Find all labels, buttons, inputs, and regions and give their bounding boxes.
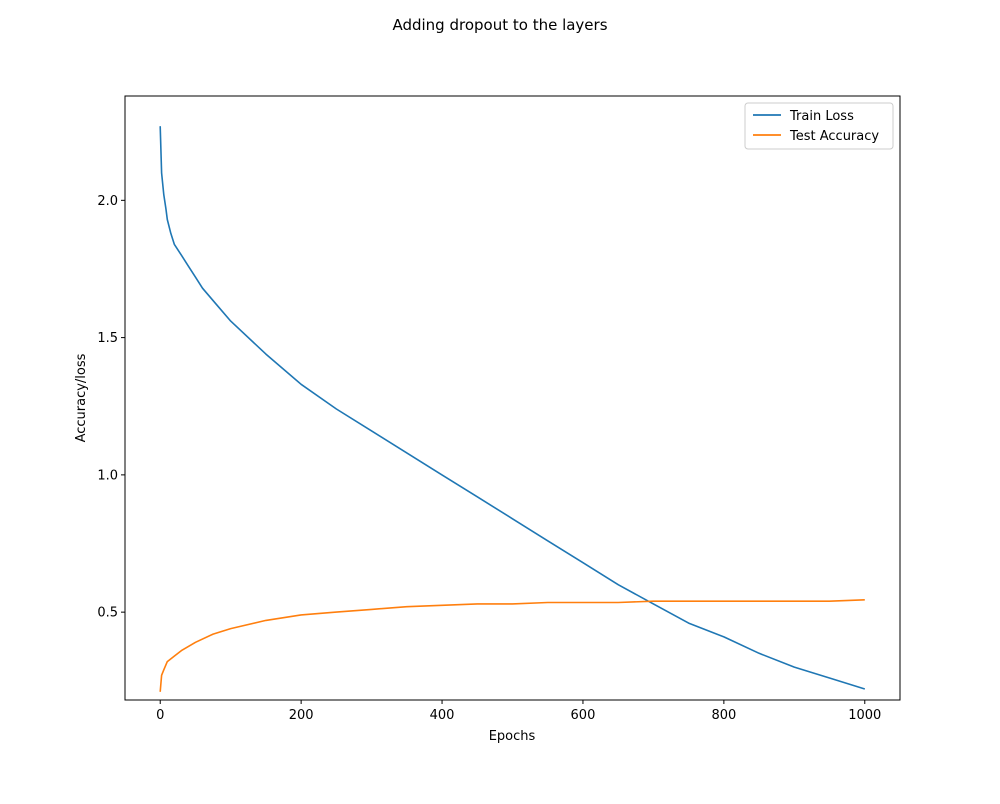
series-line-train-loss: [159, 126, 866, 690]
y-axis-label: Accuracy/loss: [74, 353, 89, 442]
x-axis-label: Epochs: [489, 729, 536, 744]
legend-label: Train Loss: [789, 109, 854, 124]
x-tick-label: 200: [289, 708, 314, 723]
x-tick-label: 400: [430, 708, 455, 723]
y-tick-label: 1.5: [97, 331, 118, 346]
x-axis: 0 200 400 600 800 1000: [156, 700, 881, 723]
plot-frame: [124, 95, 901, 701]
legend-label: Test Accuracy: [789, 129, 879, 144]
y-axis: 0.5 1.0 1.5 2.0: [97, 194, 125, 621]
y-tick-label: 0.5: [97, 606, 118, 621]
plot-area: [159, 126, 866, 692]
series-line-test-accuracy: [159, 599, 865, 692]
legend: Train Loss Test Accuracy: [744, 102, 894, 150]
x-tick-label: 0: [156, 708, 164, 723]
y-tick-label: 2.0: [97, 194, 118, 209]
x-tick-label: 600: [571, 708, 596, 723]
legend-box: [744, 102, 894, 150]
y-tick-label: 1.0: [97, 468, 118, 483]
x-tick-label: 800: [711, 708, 736, 723]
x-tick-label: 1000: [848, 708, 881, 723]
chart-title: Adding dropout to the layers: [392, 16, 607, 34]
